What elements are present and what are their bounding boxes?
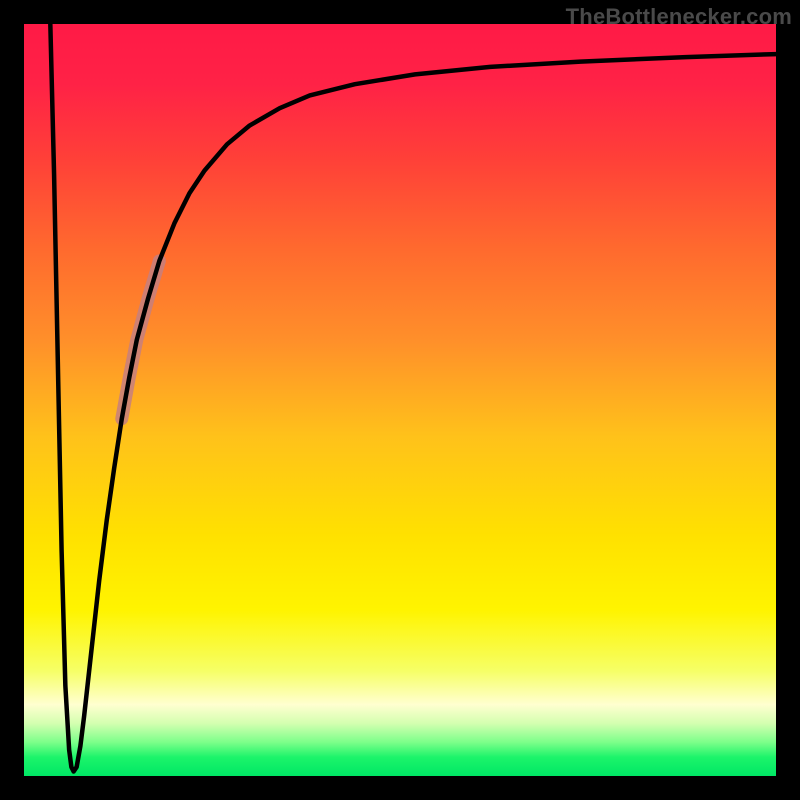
plot-background xyxy=(24,24,776,776)
bottleneck-chart: TheBottlenecker.com xyxy=(0,0,800,800)
watermark-text: TheBottlenecker.com xyxy=(566,4,792,30)
chart-svg xyxy=(0,0,800,800)
